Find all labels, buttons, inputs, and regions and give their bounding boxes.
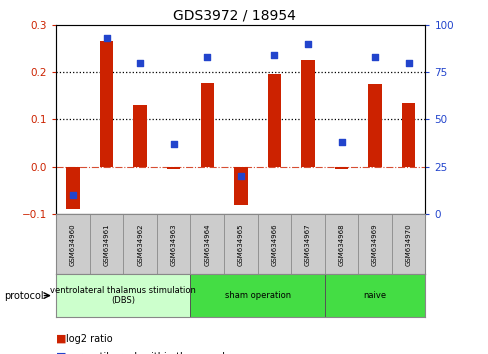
Text: GDS3972 / 18954: GDS3972 / 18954 — [173, 9, 296, 23]
Text: sham operation: sham operation — [224, 291, 290, 300]
Bar — [166, 167, 180, 169]
Point — [169, 141, 177, 147]
Point — [370, 54, 378, 60]
Bar — [334, 167, 347, 169]
Text: ■: ■ — [56, 352, 66, 354]
Text: GSM634968: GSM634968 — [338, 223, 344, 266]
Text: protocol: protocol — [4, 291, 43, 301]
Text: GSM634962: GSM634962 — [137, 223, 143, 266]
Bar — [267, 74, 281, 167]
Bar — [133, 105, 146, 167]
Point — [337, 139, 345, 145]
Bar — [234, 167, 247, 205]
Point — [404, 60, 412, 65]
Bar — [324, 274, 425, 317]
Bar — [401, 103, 414, 167]
Point — [203, 54, 211, 60]
Text: GSM634970: GSM634970 — [405, 223, 411, 266]
Bar — [66, 167, 80, 210]
Point — [69, 193, 77, 198]
Bar — [200, 82, 214, 167]
Bar — [190, 274, 324, 317]
Point — [136, 60, 144, 65]
Text: GSM634961: GSM634961 — [103, 223, 109, 266]
Point — [102, 35, 110, 41]
Text: percentile rank within the sample: percentile rank within the sample — [66, 352, 230, 354]
Text: log2 ratio: log2 ratio — [66, 334, 112, 344]
Text: GSM634969: GSM634969 — [371, 223, 377, 266]
Bar — [100, 41, 113, 167]
Text: GSM634967: GSM634967 — [305, 223, 310, 266]
Text: ■: ■ — [56, 334, 66, 344]
Text: GSM634965: GSM634965 — [237, 223, 244, 266]
Text: GSM634966: GSM634966 — [271, 223, 277, 266]
Point — [304, 41, 311, 46]
Text: naive: naive — [363, 291, 386, 300]
Bar — [367, 84, 381, 167]
Text: GSM634960: GSM634960 — [70, 223, 76, 266]
Point — [270, 52, 278, 58]
Text: ventrolateral thalamus stimulation
(DBS): ventrolateral thalamus stimulation (DBS) — [50, 286, 196, 305]
Text: GSM634963: GSM634963 — [170, 223, 176, 266]
Point — [236, 173, 244, 179]
Bar — [301, 60, 314, 167]
Text: GSM634964: GSM634964 — [204, 223, 210, 266]
Bar — [56, 274, 190, 317]
